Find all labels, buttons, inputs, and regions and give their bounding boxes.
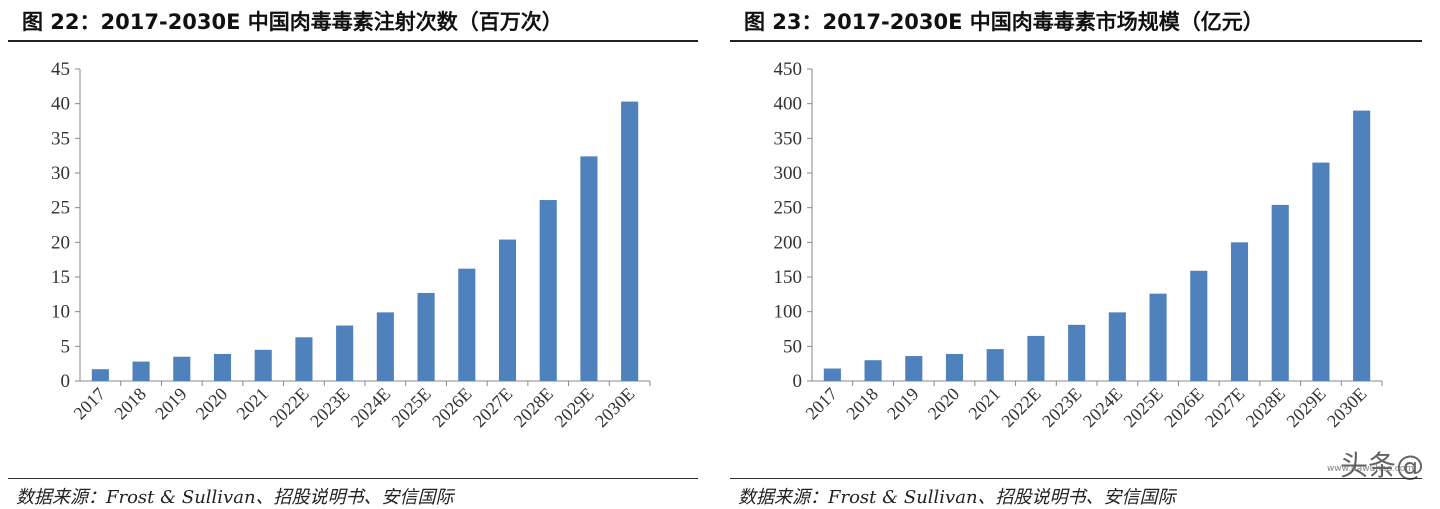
bar [539, 200, 557, 381]
x-tick-label: 2028E [1242, 384, 1289, 431]
x-tick-label: 2022E [265, 384, 312, 431]
x-tick-label: 2026E [1160, 384, 1207, 431]
bar [905, 356, 923, 381]
x-tick-label: 2024E [1079, 384, 1126, 431]
bar [986, 349, 1004, 381]
y-tick-label: 30 [51, 163, 70, 184]
y-tick-label: 0 [793, 371, 803, 392]
y-tick-label: 200 [774, 232, 803, 253]
y-tick-label: 35 [51, 128, 70, 149]
bar [945, 353, 964, 381]
bar [336, 325, 354, 381]
bar [1312, 162, 1330, 381]
bar [1108, 312, 1126, 381]
y-tick-label: 40 [51, 94, 70, 115]
x-tick-label: 2020 [924, 384, 964, 424]
bar [1353, 110, 1371, 381]
y-tick-label: 20 [51, 232, 70, 253]
x-tick-label: 2023E [306, 384, 353, 431]
bar [498, 239, 517, 381]
bar [458, 268, 476, 381]
x-tick-label: 2018 [842, 384, 882, 424]
bar [1027, 335, 1045, 381]
watermark-text: 头条@ [1339, 449, 1424, 482]
bar [580, 156, 598, 381]
x-tick-label: 2030E [1323, 384, 1370, 431]
y-tick-label: 5 [61, 336, 71, 357]
x-tick-label: 2027E [469, 384, 516, 431]
x-tick-label: 2030E [591, 384, 638, 431]
x-tick-label: 2025E [1120, 384, 1167, 431]
source-divider [730, 478, 1422, 479]
figure-title: 图 22：2017-2030E 中国肉毒毒素注射次数（百万次） [22, 10, 563, 34]
x-tick-label: 2017 [70, 384, 110, 424]
y-tick-label: 350 [774, 128, 803, 149]
y-tick-label: 450 [774, 59, 803, 80]
y-tick-label: 400 [774, 94, 803, 115]
bar [417, 292, 435, 381]
title-divider [730, 40, 1422, 42]
x-tick-label: 2022E [997, 384, 1044, 431]
source-note: 数据来源：Frost & Sullivan、招股说明书、安信国际 [16, 487, 454, 508]
source-note: 数据来源：Frost & Sullivan、招股说明书、安信国际 [738, 487, 1176, 508]
y-tick-label: 150 [774, 267, 803, 288]
figure-title: 图 23：2017-2030E 中国肉毒毒素市场规模（亿元） [744, 10, 1264, 34]
x-tick-label: 2017 [802, 384, 842, 424]
x-tick-label: 2019 [151, 384, 191, 424]
bar [173, 356, 191, 381]
watermark-url: www.dawuhao.com [1326, 464, 1414, 474]
y-tick-label: 10 [51, 302, 70, 323]
bar [132, 361, 150, 381]
x-tick-label: 2027E [1201, 384, 1248, 431]
y-tick-label: 0 [61, 371, 71, 392]
x-tick-label: 2024E [347, 384, 394, 431]
y-tick-label: 250 [774, 198, 803, 219]
y-tick-label: 15 [51, 267, 70, 288]
bar [376, 312, 394, 381]
bar [1271, 204, 1289, 381]
x-tick-label: 2019 [883, 384, 923, 424]
x-tick-label: 2029E [550, 384, 597, 431]
source-divider [8, 478, 698, 479]
x-tick-label: 2018 [110, 384, 150, 424]
x-tick-label: 2025E [388, 384, 435, 431]
bar [295, 337, 313, 381]
bar [213, 353, 232, 381]
bar [91, 369, 109, 381]
bar [864, 360, 882, 381]
x-tick-label: 2020 [192, 384, 232, 424]
y-tick-label: 45 [51, 59, 70, 80]
bar [254, 349, 272, 381]
x-tick-label: 2029E [1282, 384, 1329, 431]
y-tick-label: 100 [774, 302, 803, 323]
bar [823, 368, 841, 381]
y-tick-label: 25 [51, 198, 70, 219]
x-tick-label: 2028E [510, 384, 557, 431]
y-tick-label: 300 [774, 163, 803, 184]
x-tick-label: 2023E [1038, 384, 1085, 431]
title-divider [8, 40, 698, 42]
chart-panel-right: 图 23：2017-2030E 中国肉毒毒素市场规模（亿元） 0 50 100 150… [730, 0, 1422, 509]
chart-panel-left: 图 22：2017-2030E 中国肉毒毒素注射次数（百万次） 0 5 10 15 20… [8, 0, 698, 509]
bar [1230, 242, 1249, 381]
y-tick-label: 50 [783, 336, 802, 357]
bar [1190, 270, 1208, 381]
x-tick-label: 2026E [428, 384, 475, 431]
bar [1068, 324, 1086, 381]
bar [1149, 293, 1167, 381]
bar [621, 101, 639, 381]
